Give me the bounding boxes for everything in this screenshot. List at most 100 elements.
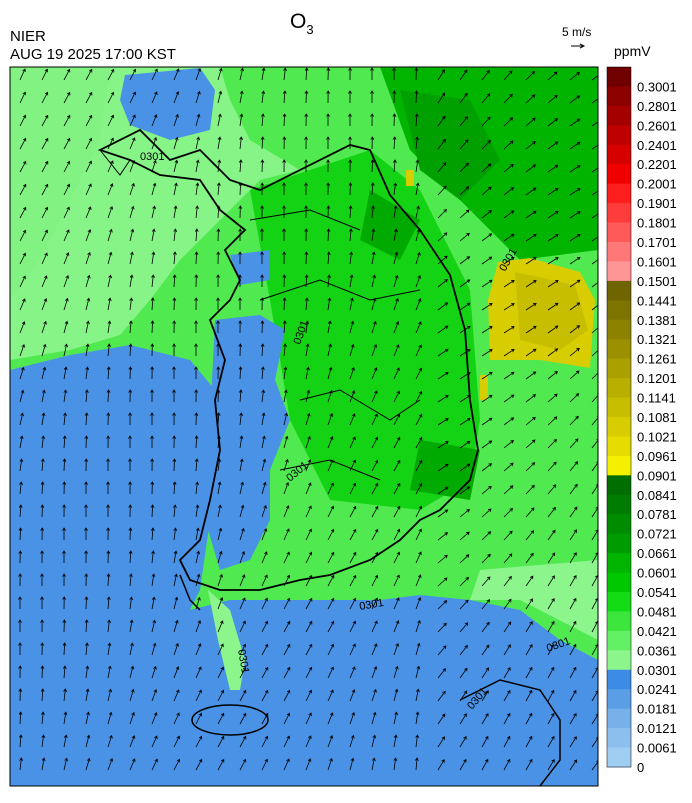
wind-arrow [172, 320, 177, 334]
wind-arrow [216, 297, 220, 311]
wind-arrow [547, 438, 558, 449]
wind-arrow [569, 483, 578, 495]
wind-arrow [437, 577, 448, 587]
wind-arrow [305, 412, 311, 426]
wind-arrow [217, 550, 223, 564]
wind-arrow [151, 573, 156, 587]
wind-arrow [503, 140, 514, 150]
wind-arrow [481, 712, 489, 725]
wind-arrow [437, 486, 449, 495]
wind-arrow [19, 458, 24, 472]
wind-arrow [481, 256, 493, 265]
wind-arrow [195, 712, 203, 725]
wind-arrow [392, 67, 396, 81]
wind-arrow [239, 597, 246, 610]
wind-arrow [415, 482, 423, 495]
wind-arrow [41, 734, 46, 748]
wind-arrow [481, 394, 493, 403]
wind-arrow [40, 642, 45, 656]
wind-arrow [393, 757, 398, 771]
wind-arrow [216, 343, 220, 357]
wind-arrow [238, 159, 243, 173]
wind-arrow [63, 688, 67, 702]
wind-arrow [261, 712, 269, 725]
wind-arrow [547, 393, 558, 403]
wind-arrow [239, 643, 247, 656]
wind-arrow [370, 113, 375, 127]
wind-arrow [128, 527, 133, 541]
wind-arrow [525, 552, 534, 564]
wind-arrow [525, 598, 533, 610]
colorbar-label: 0.2201 [637, 157, 677, 172]
wind-arrow [62, 504, 67, 518]
wind-arrow [437, 463, 449, 472]
wind-arrow [41, 229, 48, 242]
wind-arrow [217, 458, 222, 472]
wind-arrow [525, 484, 535, 495]
colorbar-label: 0.1501 [637, 274, 677, 289]
wind-arrow [371, 688, 377, 702]
wind-arrow [18, 504, 23, 518]
wind-arrow [195, 527, 200, 541]
wind-arrow [85, 137, 93, 150]
wind-arrow [547, 735, 555, 748]
wind-arrow [129, 228, 135, 242]
wind-arrow [525, 439, 536, 449]
wind-arrow [41, 275, 48, 288]
wind-arrow [415, 390, 423, 403]
wind-arrow [326, 182, 331, 196]
wind-arrow [129, 297, 134, 311]
wind-arrow [393, 459, 401, 472]
wind-arrow [305, 435, 311, 449]
wind-arrow [371, 413, 378, 426]
wind-arrow [19, 343, 26, 357]
wind-arrow [194, 251, 199, 265]
colorbar-swatch [607, 436, 631, 457]
wind-arrow [40, 458, 45, 472]
wind-arrow [503, 644, 511, 656]
wind-arrow [415, 551, 422, 564]
wind-arrow [239, 136, 243, 150]
wind-arrow [195, 619, 202, 633]
wind-arrow [525, 233, 537, 242]
island [191, 704, 269, 736]
wind-arrow [106, 550, 111, 564]
wind-arrow [107, 205, 114, 219]
wind-arrow [62, 458, 67, 472]
wind-arrow [371, 757, 376, 771]
wind-arrow [591, 506, 598, 518]
colorbar-label: 0.2401 [637, 138, 677, 153]
wind-arrow [437, 302, 449, 311]
wind-arrow [525, 416, 536, 426]
wind-arrow [217, 113, 222, 127]
wind-arrow [150, 527, 155, 541]
high-ozone-region [406, 170, 414, 186]
wind-arrow [327, 320, 332, 334]
wind-arrow [393, 574, 400, 587]
wind-arrow [547, 187, 559, 196]
wind-arrow [195, 90, 201, 104]
wind-arrow [151, 619, 157, 633]
wind-arrow [481, 463, 493, 472]
wind-arrow [173, 91, 180, 104]
colorbar-swatch [607, 669, 631, 690]
colorbar-swatch [607, 728, 631, 749]
wind-arrow [304, 90, 309, 104]
wind-arrow [415, 159, 420, 173]
wind-arrow [239, 689, 247, 702]
contour-label: 0301 [140, 151, 164, 163]
wind-arrow [19, 757, 24, 771]
wind-arrow [591, 259, 598, 265]
wind-arrow [173, 758, 181, 771]
wind-arrow [569, 438, 579, 449]
wind-arrow [459, 440, 471, 449]
wind-arrow [437, 138, 446, 150]
wind-arrow [503, 440, 514, 449]
wind-arrow [547, 620, 555, 633]
wind-arrow [151, 114, 158, 127]
wind-arrow [63, 229, 70, 242]
wind-arrow [569, 574, 577, 587]
wind-arrow [547, 302, 559, 311]
wind-arrow [393, 688, 399, 702]
wind-arrow [129, 91, 136, 104]
